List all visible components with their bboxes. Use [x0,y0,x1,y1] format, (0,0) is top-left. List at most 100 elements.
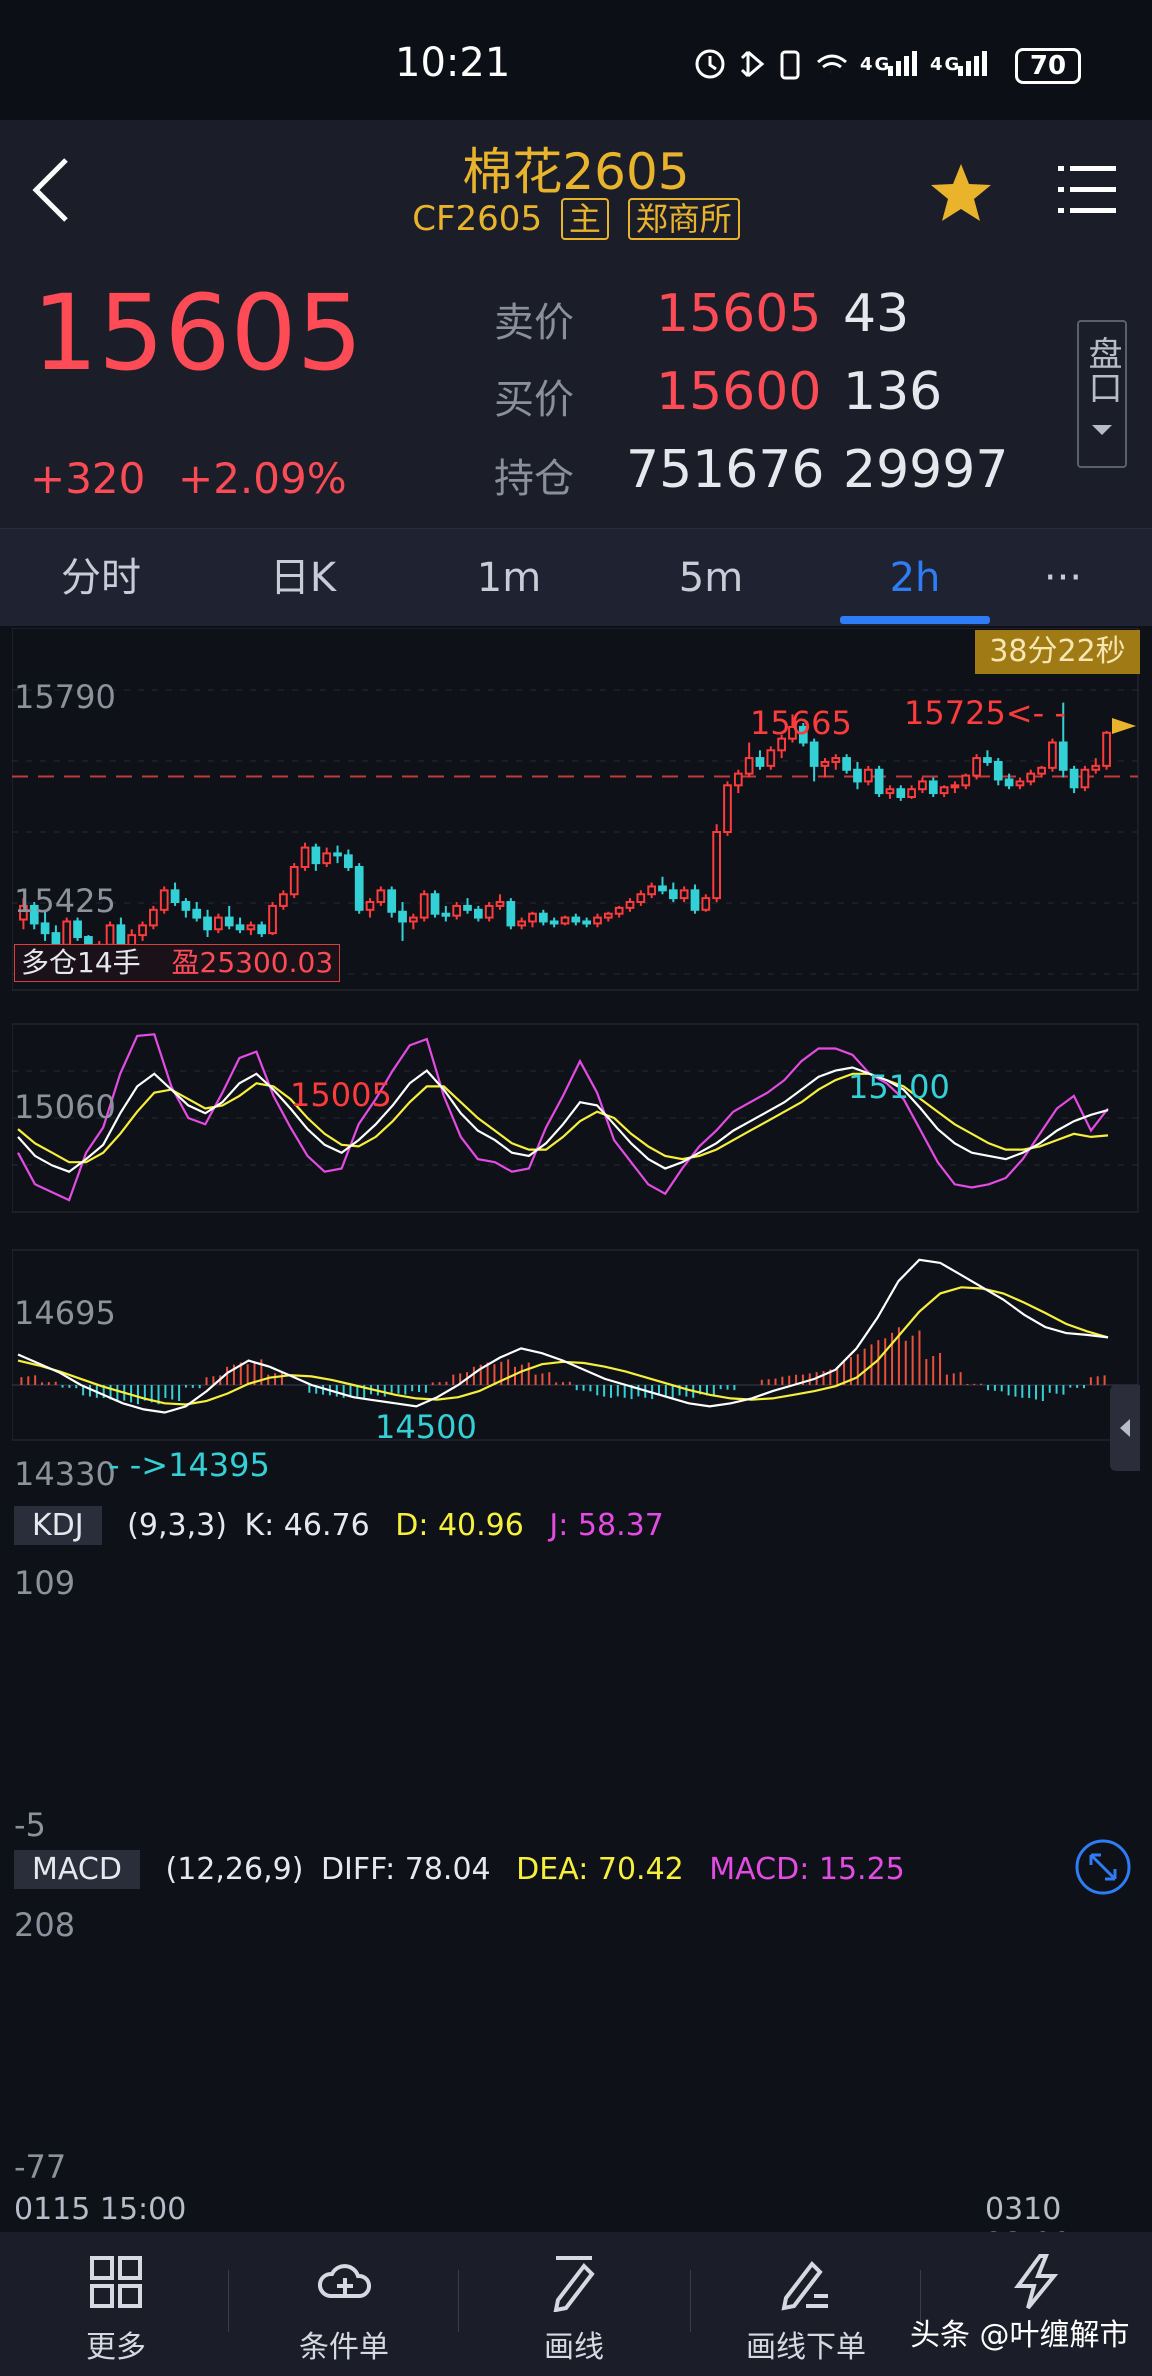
candle-body [918,780,927,791]
candle-body [831,757,841,763]
y-axis-label-bottom: 14330 [14,1455,116,1493]
contract-code: CF2605 [412,199,543,239]
kdj-indicator-selector[interactable]: KDJ [14,1506,102,1545]
menu-list-icon[interactable] [1058,162,1116,218]
candle-body [484,904,494,919]
kdj-params: (9,3,3) [127,1508,227,1543]
more-label: 更多 [86,2330,146,2365]
contract-subtitle: CF2605 主 郑商所 [0,198,1152,240]
macd-indicator-selector[interactable]: MACD [14,1850,140,1889]
macd-axis-max: 208 [14,1906,76,1944]
status-icons: 4G 4G [690,44,1000,92]
candle-body [105,924,115,946]
star-icon[interactable] [928,160,994,226]
position-label: 多仓14手 [21,946,141,979]
period-tabs: 分时 日K 1m 5m 2h ··· [0,528,1152,626]
candle-body [1004,778,1014,787]
back-arrow-icon[interactable] [24,150,84,230]
caret-down-icon [1092,425,1112,435]
candle-body [344,854,353,869]
y-axis-label: 14695 [14,1294,116,1332]
candle-body [246,924,256,931]
candle-body [961,774,971,787]
candle-body [279,893,288,907]
draw-line-button[interactable]: 画线 [464,2240,684,2366]
open-interest-label: 持仓 [494,456,574,502]
last-price-marker [1112,717,1136,734]
kdj-j-value: J: 58.37 [549,1508,664,1543]
candle-body [365,901,375,911]
macd-bar-value: MACD: 15.25 [709,1852,905,1887]
tab-intraday[interactable]: 分时 [61,555,141,601]
candle-body [636,893,646,904]
chart-canvas[interactable] [12,628,1140,2183]
position-badge[interactable]: 多仓14手 盈25300.03 [14,944,341,982]
order-book-label: 盘口 [1082,336,1122,404]
candle-body [701,897,711,911]
candle-body [495,901,505,907]
low-annotation: 14500 [375,1408,477,1446]
tab-daily-k[interactable]: 日K [269,555,337,601]
macd-header: MACD (12,26,9) DIFF: 78.04 DEA: 70.42 MA… [14,1850,905,1889]
candle-body [928,780,938,795]
candle-body [192,908,202,919]
candle-body [993,760,1003,781]
price-change: +320 [30,454,146,503]
pen-order-icon [781,2260,828,2311]
candle-body [788,725,797,740]
svg-text:4G: 4G [930,54,961,75]
open-interest: 751676 [626,440,825,500]
tab-1m[interactable]: 1m [476,555,542,601]
candle-body [744,757,754,775]
kdj-axis-max: 109 [14,1564,76,1602]
candle-body [214,916,223,931]
candle-body [647,885,657,896]
expand-icon[interactable] [1074,1838,1132,1896]
candle-body [549,920,559,925]
more-button[interactable]: 更多 [6,2240,226,2366]
tab-2h[interactable]: 2h [889,555,941,601]
lightning-order-button[interactable] [926,2240,1146,2312]
candle-body [560,916,570,925]
status-bar [0,0,1152,120]
candle-body [452,904,462,917]
candle-body [235,924,245,931]
candle-body [690,889,700,911]
conditional-order-button[interactable]: 条件单 [234,2240,454,2366]
draw-order-button[interactable]: 画线下单 [696,2240,916,2366]
candle-body [1058,741,1068,771]
kdj-d-line [17,1072,1109,1164]
y-axis-label: 15060 [14,1088,116,1126]
candle-body [19,904,28,921]
macd-diff-line [17,1258,1109,1414]
tab-5m[interactable]: 5m [678,555,744,601]
candle-body [1069,768,1079,789]
candle-body [387,889,397,913]
active-tab-indicator [840,616,990,624]
collapse-handle[interactable] [1110,1385,1140,1471]
tab-more[interactable]: ··· [1043,555,1083,601]
candle-body [408,916,418,923]
macd-dea-value: DEA: 70.42 [516,1852,684,1887]
kdj-k-line [17,1066,1109,1173]
candle-body [614,906,624,915]
candle-body [679,889,689,900]
candle-body [625,901,635,909]
status-time: 10:21 [395,40,511,86]
candle-body [972,757,981,777]
candle-body [723,784,732,833]
candle-body [1102,731,1111,767]
ask-volume: 43 [843,284,910,344]
candle-body [354,866,364,911]
candle-body [333,852,342,857]
candle-body [874,768,884,795]
order-book-button[interactable]: 盘口 [1077,320,1127,468]
toolbar-divider [228,2270,229,2332]
draw-line-label: 画线 [544,2330,604,2365]
bid-label: 买价 [494,377,574,423]
candle-body [376,889,386,904]
kdj-header: KDJ (9,3,3) K: 46.76 D: 40.96 J: 58.37 [14,1506,664,1545]
candle-body [896,788,906,798]
candle-body [138,924,147,937]
candle-body [842,757,851,771]
